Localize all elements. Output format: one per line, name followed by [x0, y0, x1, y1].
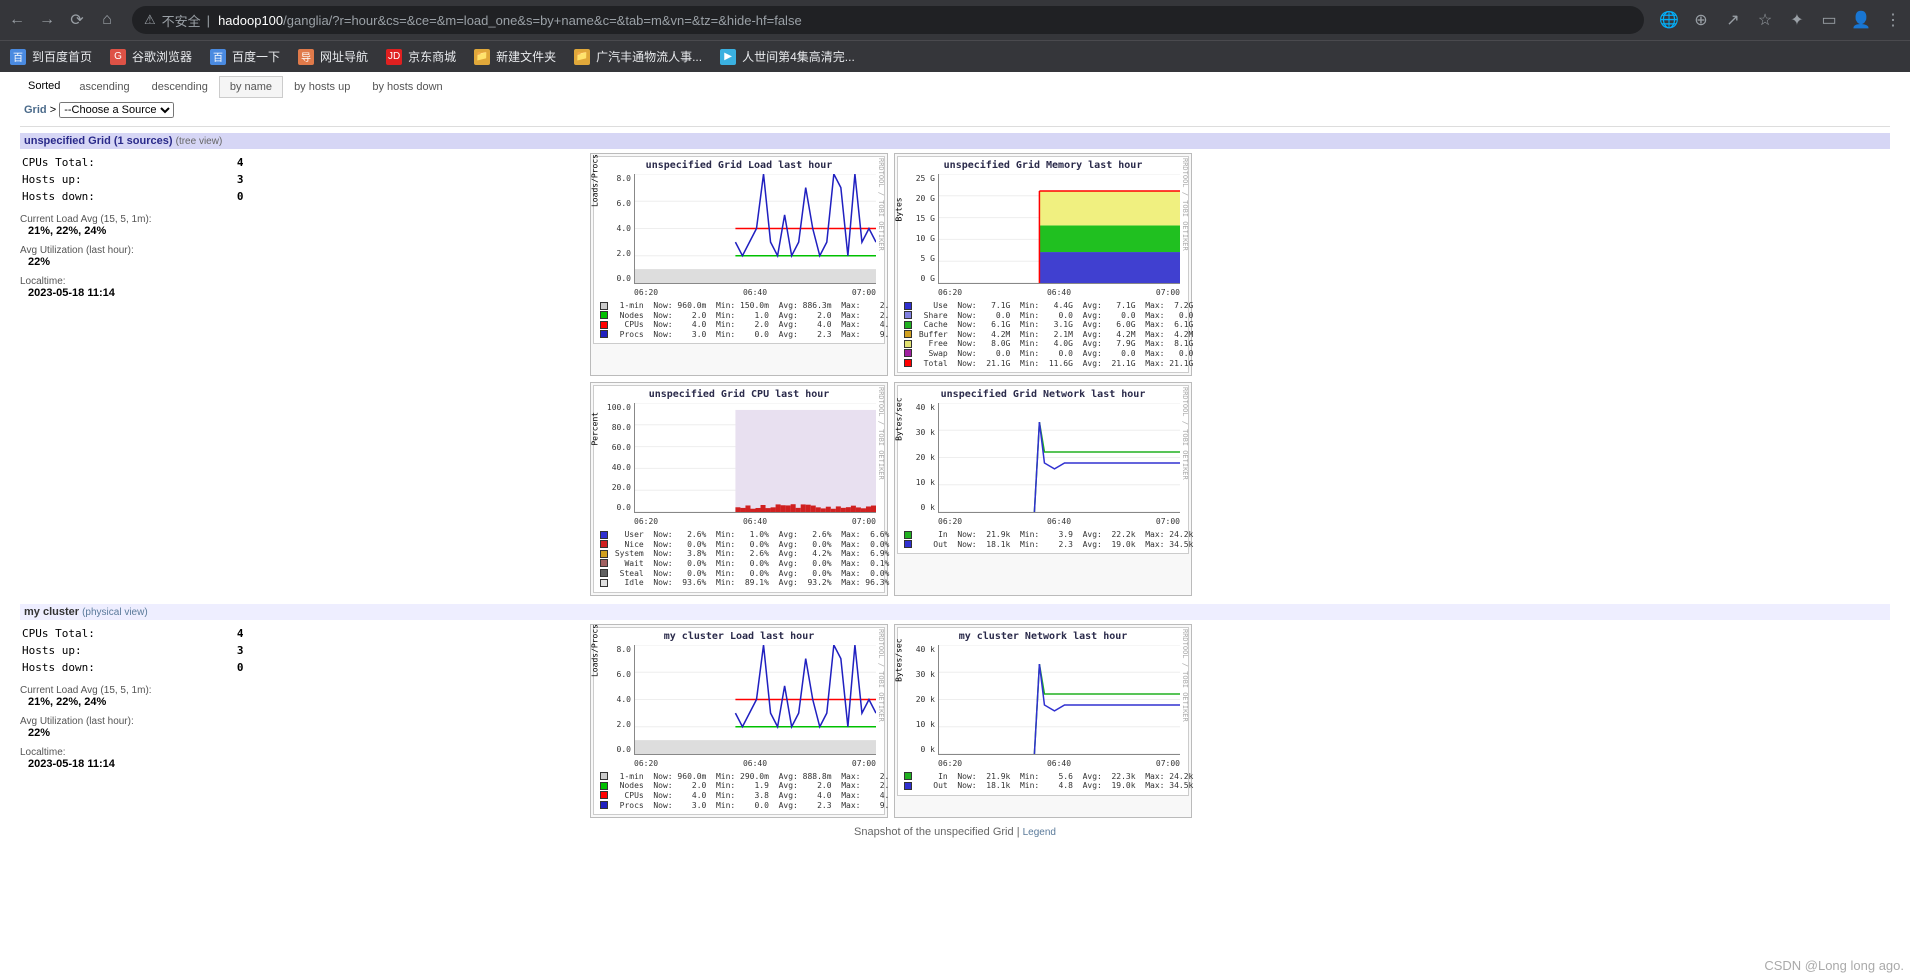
chart-cpu[interactable]: unspecified Grid CPU last hour RRDTOOL /…	[590, 382, 888, 596]
forward-button[interactable]: →	[38, 11, 56, 29]
utilization-cluster: Avg Utilization (last hour): 22%	[20, 716, 580, 739]
insecure-badge: ⚠ 不安全 |	[144, 11, 210, 30]
back-button[interactable]: ←	[8, 11, 26, 29]
cluster-charts: my cluster Load last hour RRDTOOL / TOBI…	[590, 624, 1192, 818]
bookmark-icon: 百	[10, 49, 26, 65]
address-bar[interactable]: ⚠ 不安全 | hadoop100 /ganglia/?r=hour&cs=&c…	[132, 6, 1644, 34]
url-path: /ganglia/?r=hour&cs=&ce=&m=load_one&s=by…	[283, 13, 802, 28]
bookmark-item[interactable]: ▶人世间第4集高清完...	[720, 48, 855, 65]
warning-icon: ⚠	[144, 12, 156, 28]
load-avg: Current Load Avg (15, 5, 1m): 21%, 22%, …	[20, 214, 580, 237]
tree-view-link[interactable]: (tree view)	[176, 136, 223, 147]
grid-section: CPUs Total:4 Hosts up:3 Hosts down:0 Cur…	[20, 153, 1890, 596]
browser-toolbar: ← → ⟳ ⌂ ⚠ 不安全 | hadoop100 /ganglia/?r=ho…	[0, 0, 1910, 40]
grid-title: unspecified Grid (1 sources)	[24, 135, 173, 147]
cluster-stats: CPUs Total:4 Hosts up:3 Hosts down:0 Cur…	[20, 624, 580, 818]
share-icon[interactable]: ↗	[1724, 11, 1742, 29]
panel-icon[interactable]: ▭	[1820, 11, 1838, 29]
utilization: Avg Utilization (last hour): 22%	[20, 245, 580, 268]
bookmark-item[interactable]: 📁广汽丰通物流人事...	[574, 48, 702, 65]
bookmark-item[interactable]: 📁新建文件夹	[474, 48, 556, 65]
sort-option[interactable]: by hosts up	[283, 76, 361, 98]
sort-option[interactable]: by name	[219, 76, 283, 98]
sort-label: Sorted	[20, 76, 68, 96]
profile-icon[interactable]: 👤	[1852, 11, 1870, 29]
cluster-section: CPUs Total:4 Hosts up:3 Hosts down:0 Cur…	[20, 624, 1890, 818]
grid-header: unspecified Grid (1 sources) (tree view)	[20, 133, 1890, 149]
reload-button[interactable]: ⟳	[68, 11, 86, 29]
load-avg-cluster: Current Load Avg (15, 5, 1m): 21%, 22%, …	[20, 685, 580, 708]
chart-load[interactable]: unspecified Grid Load last hour RRDTOOL …	[590, 153, 888, 376]
bookmark-item[interactable]: 导网址导航	[298, 48, 368, 65]
chart-cluster-load[interactable]: my cluster Load last hour RRDTOOL / TOBI…	[590, 624, 888, 818]
cluster-stats-table: CPUs Total:4 Hosts up:3 Hosts down:0	[20, 624, 245, 677]
chart-cluster-network[interactable]: my cluster Network last hour RRDTOOL / T…	[894, 624, 1192, 818]
url-host: hadoop100	[218, 13, 283, 28]
localtime-cluster: Localtime: 2023-05-18 11:14	[20, 747, 580, 770]
sort-bar: Sorted ascendingdescendingby nameby host…	[20, 76, 1890, 96]
menu-icon[interactable]: ⋮	[1884, 11, 1902, 29]
extensions-icon[interactable]: ✦	[1788, 11, 1806, 29]
watermark: CSDN @Long long ago.	[1764, 958, 1904, 973]
star-icon[interactable]: ☆	[1756, 11, 1774, 29]
bookmark-icon: JD	[386, 49, 402, 65]
bookmark-item[interactable]: JD京东商城	[386, 48, 456, 65]
sort-option[interactable]: ascending	[68, 76, 140, 98]
chart-memory[interactable]: unspecified Grid Memory last hour RRDTOO…	[894, 153, 1192, 376]
home-button[interactable]: ⌂	[98, 11, 116, 29]
grid-charts: unspecified Grid Load last hour RRDTOOL …	[590, 153, 1192, 596]
bookmark-icon: ▶	[720, 49, 736, 65]
bookmark-icon: G	[110, 49, 126, 65]
stats-table: CPUs Total:4 Hosts up:3 Hosts down:0	[20, 153, 245, 206]
translate-icon[interactable]: 🌐	[1660, 11, 1678, 29]
bookmark-icon: 📁	[474, 49, 490, 65]
bookmark-icon: 导	[298, 49, 314, 65]
sort-option[interactable]: by hosts down	[361, 76, 453, 98]
bookmark-item[interactable]: 百到百度首页	[10, 48, 92, 65]
physical-view-link[interactable]: (physical view)	[82, 607, 148, 618]
sort-option[interactable]: descending	[141, 76, 219, 98]
cluster-title: my cluster	[24, 606, 79, 618]
zoom-icon[interactable]: ⊕	[1692, 11, 1710, 29]
chart-network[interactable]: unspecified Grid Network last hour RRDTO…	[894, 382, 1192, 596]
snapshot-line: Snapshot of the unspecified Grid | Legen…	[20, 826, 1890, 838]
divider	[20, 126, 1890, 127]
source-select[interactable]: --Choose a Source	[59, 102, 174, 118]
cluster-header: my cluster (physical view)	[20, 604, 1890, 620]
localtime: Localtime: 2023-05-18 11:14	[20, 276, 580, 299]
breadcrumb: Grid > --Choose a Source	[20, 100, 1890, 120]
bookmarks-bar: 百到百度首页 G谷歌浏览器 百百度一下 导网址导航 JD京东商城 📁新建文件夹 📁广汽丰通物…	[0, 40, 1910, 72]
bookmark-icon: 百	[210, 49, 226, 65]
bookmark-item[interactable]: 百百度一下	[210, 48, 280, 65]
grid-stats: CPUs Total:4 Hosts up:3 Hosts down:0 Cur…	[20, 153, 580, 596]
bookmark-item[interactable]: G谷歌浏览器	[110, 48, 192, 65]
bookmark-icon: 📁	[574, 49, 590, 65]
legend-link[interactable]: Legend	[1023, 827, 1056, 838]
breadcrumb-grid-link[interactable]: Grid	[24, 104, 47, 116]
chrome-right-icons: 🌐 ⊕ ↗ ☆ ✦ ▭ 👤 ⋮	[1660, 11, 1902, 29]
